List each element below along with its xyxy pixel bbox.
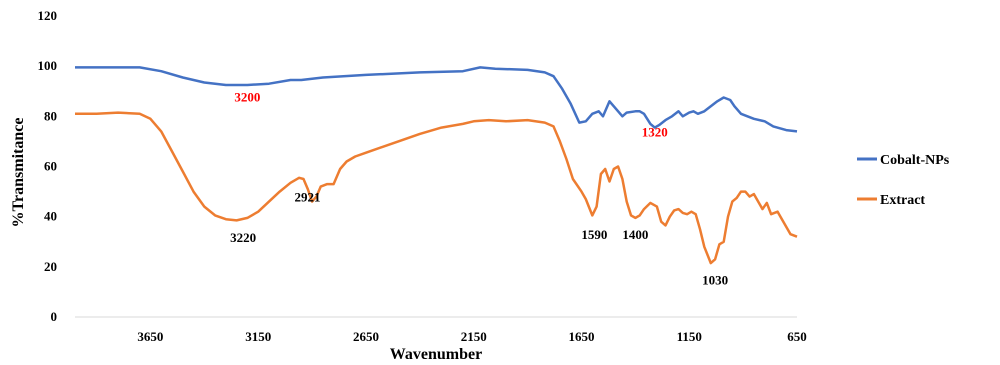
x-tick-label: 2650 xyxy=(353,329,379,344)
series-lines xyxy=(75,66,798,265)
y-tick-label: 100 xyxy=(38,58,58,73)
legend-entry: Extract xyxy=(880,193,925,208)
y-tick-label: 40 xyxy=(44,209,57,224)
y-tick-label: 20 xyxy=(44,259,57,274)
x-tick-label: 3650 xyxy=(137,329,163,344)
y-tick-labels: 0 20 40 60 80 100 120 xyxy=(38,8,58,324)
x-axis-title: Wavenumber xyxy=(390,346,482,363)
x-tick-label: 1150 xyxy=(677,329,702,344)
legend: Cobalt-NPs Extract xyxy=(857,153,950,208)
peak-label: 1320 xyxy=(642,124,668,139)
peak-label: 1030 xyxy=(702,272,728,287)
series-line-extract xyxy=(75,111,798,265)
y-tick-label: 80 xyxy=(44,108,57,123)
peak-label: 2921 xyxy=(295,190,321,205)
x-tick-label: 3150 xyxy=(245,329,271,344)
peak-annotations: 3200 1320 3220 2921 1590 1400 1030 xyxy=(230,89,728,287)
y-tick-label: 60 xyxy=(44,159,57,174)
legend-entry: Cobalt-NPs xyxy=(880,153,950,168)
y-tick-label: 0 xyxy=(51,309,58,324)
series-line-cobalt-nps xyxy=(75,66,798,133)
peak-label: 3200 xyxy=(234,89,260,104)
peak-label: 1400 xyxy=(622,227,648,242)
x-tick-label: 2150 xyxy=(461,329,487,344)
peak-label: 3220 xyxy=(230,230,256,245)
x-tick-label: 1650 xyxy=(568,329,594,344)
y-axis-title: %Transmitance xyxy=(10,118,27,228)
peak-label: 1590 xyxy=(581,227,607,242)
x-tick-labels: 3650 3150 2650 2150 1650 1150 650 xyxy=(137,329,806,344)
x-tick-label: 650 xyxy=(787,329,807,344)
y-tick-label: 120 xyxy=(38,8,58,23)
